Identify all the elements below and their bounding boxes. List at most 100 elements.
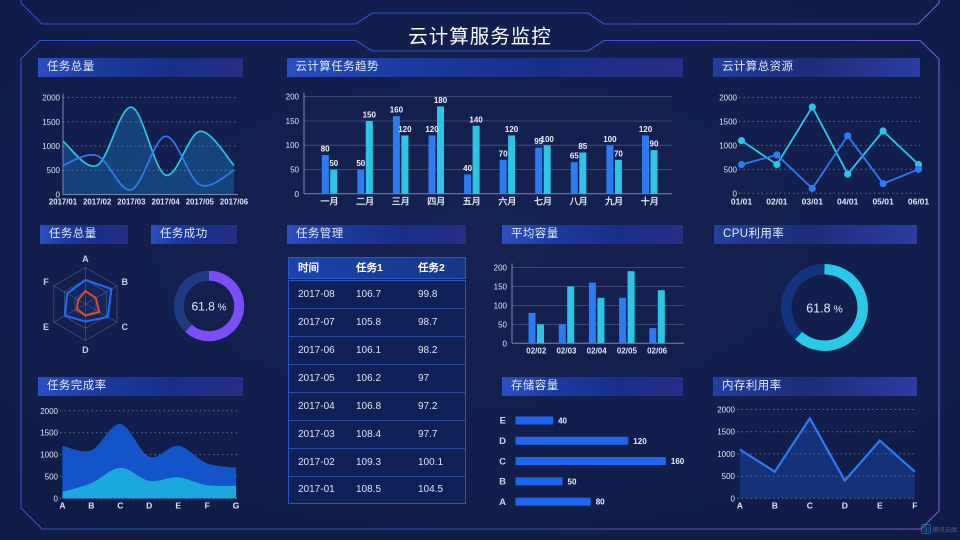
svg-text:50: 50 [498,320,507,329]
svg-text:F: F [912,501,917,511]
svg-text:1500: 1500 [719,117,737,126]
svg-text:500: 500 [45,473,59,482]
svg-text:A: A [82,254,89,264]
svg-text:1500: 1500 [40,429,58,438]
svg-text:120: 120 [505,125,519,134]
svg-text:A: A [737,501,743,511]
svg-text:02/01: 02/01 [766,197,788,207]
svg-text:D: D [499,436,506,447]
svg-text:90: 90 [650,140,659,149]
svg-text:180: 180 [434,96,448,105]
svg-text:85: 85 [578,142,587,151]
svg-text:0: 0 [56,191,61,200]
svg-text:100: 100 [286,141,300,150]
svg-text:A: A [59,501,65,511]
svg-text:A: A [499,497,506,508]
svg-text:九月: 九月 [604,196,623,207]
svg-text:06/01: 06/01 [908,197,930,207]
svg-text:0: 0 [731,494,736,503]
svg-text:C: C [807,501,813,511]
svg-text:D: D [82,345,89,355]
svg-text:04/01: 04/01 [837,197,859,207]
svg-text:1500: 1500 [717,428,735,437]
svg-text:B: B [499,477,506,488]
svg-text:40: 40 [558,417,567,426]
svg-text:120: 120 [639,125,653,134]
svg-text:八月: 八月 [569,197,588,207]
svg-text:03/01: 03/01 [802,197,824,207]
svg-text:2017/06: 2017/06 [220,198,249,207]
svg-text:02/04: 02/04 [587,347,608,356]
svg-text:E: E [500,416,506,427]
svg-text:02/05: 02/05 [617,347,638,356]
svg-text:0: 0 [295,190,300,199]
svg-text:七月: 七月 [534,196,552,207]
svg-text:2000: 2000 [40,407,58,416]
svg-text:2000: 2000 [719,93,737,102]
svg-text:65: 65 [570,152,579,161]
svg-text:G: G [233,501,240,511]
svg-text:02/02: 02/02 [526,347,547,356]
svg-text:四月: 四月 [427,197,445,207]
svg-text:80: 80 [321,145,330,154]
svg-text:50: 50 [356,159,365,168]
svg-text:1000: 1000 [40,451,58,460]
svg-text:50: 50 [329,159,338,168]
svg-text:E: E [175,501,181,511]
svg-text:F: F [43,277,49,287]
svg-text:0: 0 [733,189,738,198]
svg-text:2000: 2000 [717,406,735,415]
svg-text:70: 70 [614,149,623,158]
svg-text:C: C [499,456,506,467]
svg-text:E: E [877,501,883,511]
svg-text:2017/05: 2017/05 [186,198,215,207]
svg-text:200: 200 [286,93,300,102]
svg-text:一月: 一月 [320,197,338,207]
svg-text:02/06: 02/06 [647,347,668,356]
svg-text:80: 80 [596,498,605,507]
svg-text:150: 150 [286,117,300,126]
svg-text:02/03: 02/03 [556,347,577,356]
svg-text:200: 200 [494,263,508,272]
svg-text:61.8 %: 61.8 % [191,300,226,314]
svg-text:50: 50 [568,477,577,486]
svg-text:E: E [43,322,49,332]
svg-text:2017/01: 2017/01 [49,198,78,207]
svg-text:1000: 1000 [719,141,737,150]
svg-text:150: 150 [494,282,508,291]
svg-text:160: 160 [390,106,404,115]
svg-text:100: 100 [541,135,555,144]
svg-text:B: B [772,501,778,511]
svg-text:160: 160 [671,457,685,466]
svg-text:五月: 五月 [463,197,481,207]
svg-text:100: 100 [494,301,508,310]
svg-text:C: C [117,501,123,511]
svg-text:95: 95 [534,137,543,146]
svg-text:70: 70 [499,149,508,158]
svg-text:1500: 1500 [42,118,60,127]
svg-text:1000: 1000 [42,142,60,151]
svg-text:50: 50 [290,166,299,175]
svg-text:三月: 三月 [392,197,410,207]
svg-text:150: 150 [363,111,377,120]
svg-text:120: 120 [633,437,647,446]
svg-text:2000: 2000 [42,94,60,103]
svg-text:61.8 %: 61.8 % [806,302,843,316]
svg-text:500: 500 [722,472,736,481]
svg-text:0: 0 [503,339,508,348]
svg-text:D: D [842,501,848,511]
svg-text:B: B [122,277,129,287]
svg-text:120: 120 [398,125,412,134]
svg-text:100: 100 [603,135,617,144]
svg-text:05/01: 05/01 [872,197,894,207]
svg-text:腾讯云图: 腾讯云图 [933,526,958,534]
svg-text:D: D [146,501,152,511]
svg-text:500: 500 [724,165,738,174]
svg-text:500: 500 [47,166,61,175]
svg-text:40: 40 [463,164,472,173]
svg-text:2017/04: 2017/04 [152,198,181,207]
svg-text:二月: 二月 [356,197,374,207]
svg-text:C: C [122,322,129,332]
svg-text:0: 0 [54,494,59,503]
svg-text:120: 120 [425,125,439,134]
